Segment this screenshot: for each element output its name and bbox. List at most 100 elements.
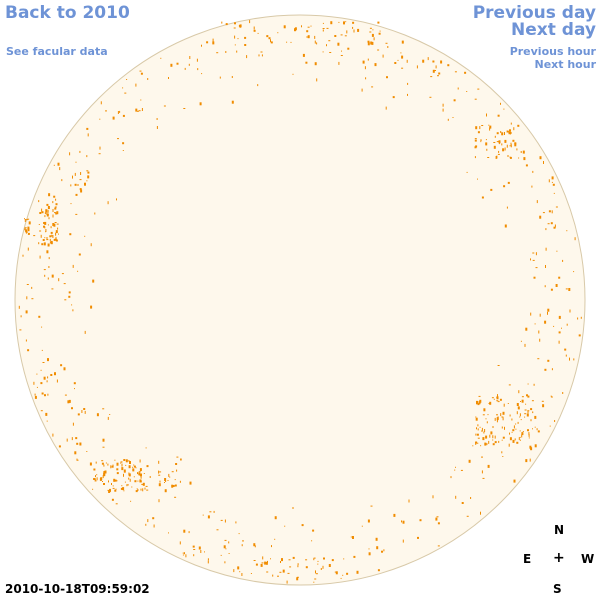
previous-hour-link[interactable]: Previous hour [509, 45, 596, 58]
facula-speck [260, 563, 263, 567]
facula-speck [526, 394, 528, 397]
facula-speck [519, 430, 521, 432]
facula-speck [482, 414, 485, 416]
facula-speck [64, 299, 67, 301]
facula-speck [374, 63, 377, 67]
facula-speck [331, 559, 334, 562]
facula-speck [430, 76, 433, 78]
facula-speck [225, 51, 227, 53]
see-facular-data-link[interactable]: See facular data [6, 45, 108, 58]
facula-speck [141, 483, 144, 485]
facula-speck [158, 483, 161, 487]
facula-speck [352, 536, 354, 539]
facula-speck [260, 51, 263, 53]
facula-speck [371, 86, 374, 88]
facula-speck [502, 411, 505, 415]
facula-speck [435, 65, 437, 69]
facula-speck [47, 224, 49, 226]
facula-speck [432, 60, 435, 63]
facula-speck [569, 309, 571, 313]
facula-speck [207, 515, 210, 519]
facula-speck [534, 323, 536, 325]
facula-speck [59, 167, 61, 171]
facula-speck [46, 420, 48, 422]
facula-speck [289, 566, 292, 568]
facula-speck [180, 458, 182, 461]
facula-speck [262, 556, 264, 560]
facula-speck [241, 573, 243, 576]
facula-speck [277, 575, 279, 577]
facula-speck [301, 524, 304, 527]
facula-speck [25, 229, 28, 233]
facula-speck [176, 62, 179, 65]
facula-speck [80, 172, 82, 175]
facula-speck [34, 395, 37, 399]
facula-speck [532, 259, 535, 261]
facula-speck [322, 565, 324, 569]
facula-speck [75, 213, 78, 215]
facula-speck [179, 541, 181, 545]
facula-speck [506, 206, 508, 209]
facula-speck [81, 410, 83, 413]
facula-speck [440, 60, 443, 64]
facula-speck [231, 100, 234, 104]
facula-speck [280, 561, 281, 563]
facula-speck [56, 379, 58, 383]
facula-speck [99, 477, 102, 481]
facula-speck [164, 482, 165, 483]
facula-speck [323, 557, 325, 560]
facula-speck [521, 432, 524, 436]
facula-speck [225, 548, 227, 550]
facula-speck [57, 227, 59, 230]
facula-speck [184, 67, 186, 70]
facula-speck [477, 178, 478, 180]
facula-speck [305, 566, 308, 569]
facula-speck [128, 472, 130, 476]
facula-speck [466, 171, 468, 173]
facula-speck [496, 132, 499, 135]
facula-speck [506, 144, 508, 148]
facula-speck [474, 98, 477, 100]
next-day-link[interactable]: Next day [511, 20, 596, 40]
facula-speck [490, 188, 493, 191]
facula-speck [224, 539, 227, 541]
facula-speck [54, 212, 56, 214]
facula-speck [334, 571, 337, 573]
facula-speck [498, 140, 501, 144]
facula-speck [314, 62, 317, 66]
facula-speck [382, 54, 384, 58]
facula-speck [529, 445, 532, 449]
facula-speck [466, 91, 468, 92]
facula-speck [484, 429, 486, 432]
facula-speck [512, 429, 515, 432]
facula-speck [96, 413, 99, 417]
facula-speck [551, 368, 553, 371]
next-hour-link[interactable]: Next hour [534, 58, 597, 71]
facula-speck [379, 30, 381, 32]
facula-speck [310, 25, 312, 27]
facula-speck [537, 358, 540, 360]
facula-speck [96, 477, 98, 481]
facula-speck [72, 264, 74, 268]
facula-speck [46, 211, 48, 215]
back-to-year-link[interactable]: Back to 2010 [5, 3, 130, 23]
facula-speck [87, 176, 89, 178]
facula-speck [500, 413, 502, 417]
facula-speck [497, 394, 498, 398]
facula-speck [236, 50, 238, 53]
facula-speck [164, 489, 167, 493]
facula-speck [402, 520, 405, 524]
facula-speck [140, 72, 143, 75]
facula-speck [120, 462, 122, 464]
facula-speck [76, 458, 78, 461]
facula-speck [44, 274, 46, 277]
facula-speck [41, 243, 44, 246]
facula-speck [47, 213, 49, 215]
facula-speck [68, 295, 71, 298]
previous-day-link[interactable]: Previous day [472, 3, 596, 23]
facula-speck [40, 369, 42, 371]
facula-speck [510, 144, 512, 148]
facula-speck [184, 552, 185, 555]
facula-speck [547, 311, 548, 315]
facula-speck [509, 432, 510, 435]
